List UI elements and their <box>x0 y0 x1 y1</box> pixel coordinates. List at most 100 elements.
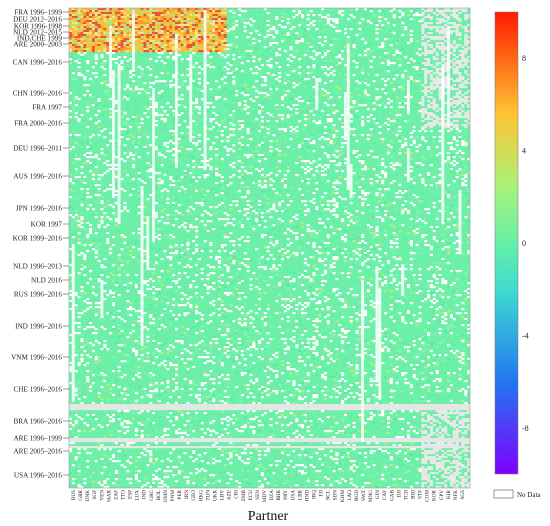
heatmap-cell <box>215 22 219 25</box>
heatmap-cell <box>126 24 130 27</box>
heatmap-cell <box>89 24 93 27</box>
heatmap-cell <box>232 134 236 137</box>
heatmap-cell <box>163 8 167 11</box>
heatmap-cell <box>163 36 167 39</box>
heatmap-cell <box>429 86 433 89</box>
heatmap-cell <box>378 62 382 65</box>
heatmap-cell <box>335 106 339 109</box>
heatmap-cell <box>378 28 382 31</box>
heatmap-cell <box>243 214 247 217</box>
heatmap-cell <box>160 216 164 219</box>
heatmap-cell <box>458 86 462 89</box>
heatmap-cell <box>149 8 153 11</box>
heatmap-cell <box>315 130 319 133</box>
heatmap-cell <box>180 224 184 227</box>
heatmap-cell <box>455 94 459 97</box>
heatmap-cell <box>283 14 287 17</box>
heatmap-cell <box>361 168 365 171</box>
heatmap-cell <box>306 72 310 75</box>
heatmap-cell <box>212 190 216 193</box>
heatmap-cell <box>409 146 413 149</box>
heatmap-cell <box>289 200 293 203</box>
heatmap-cell <box>172 114 176 117</box>
heatmap-cell <box>246 200 250 203</box>
heatmap-cell <box>232 144 236 147</box>
heatmap-cell <box>381 10 385 13</box>
heatmap-cell <box>200 16 204 19</box>
heatmap-cell <box>301 244 305 247</box>
heatmap-cell <box>226 24 230 27</box>
heatmap-cell <box>106 238 110 241</box>
heatmap-cell <box>97 84 101 87</box>
heatmap-cell <box>326 166 330 169</box>
heatmap-cell <box>252 56 256 59</box>
heatmap-cell <box>223 140 227 143</box>
heatmap-cell <box>206 52 210 55</box>
heatmap-cell <box>80 244 84 247</box>
heatmap-cell <box>83 184 87 187</box>
heatmap-cell <box>154 40 158 43</box>
heatmap-cell <box>120 234 124 237</box>
heatmap-cell <box>152 34 156 37</box>
heatmap-cell <box>395 134 399 137</box>
heatmap-cell <box>174 8 179 11</box>
heatmap-cell <box>69 134 73 137</box>
heatmap-cell <box>209 8 213 11</box>
heatmap-cell <box>189 154 193 157</box>
heatmap-cell <box>97 14 101 17</box>
heatmap-cell <box>80 50 84 53</box>
heatmap-cell <box>172 30 176 33</box>
heatmap-cell <box>80 174 84 177</box>
heatmap-cell <box>429 164 433 167</box>
heatmap-cell <box>252 222 256 225</box>
heatmap-cell <box>455 16 459 19</box>
heatmap-cell <box>260 76 264 79</box>
heatmap-cell <box>323 138 327 141</box>
heatmap-cell <box>358 28 362 31</box>
heatmap-cell <box>280 20 285 23</box>
heatmap-cell <box>169 18 173 21</box>
heatmap-cell <box>323 246 327 249</box>
heatmap-cell <box>452 124 456 127</box>
heatmap-cell <box>447 186 451 189</box>
heatmap-cell <box>86 60 90 63</box>
heatmap-cell <box>343 210 348 213</box>
heatmap-cell <box>86 38 90 41</box>
heatmap-cell <box>129 46 133 49</box>
heatmap-cell <box>120 24 124 27</box>
heatmap-cell <box>77 44 81 47</box>
heatmap-cell <box>343 78 348 81</box>
heatmap-cell <box>258 208 262 211</box>
heatmap-cell <box>229 134 233 137</box>
heatmap-cell <box>386 158 390 161</box>
heatmap-cell <box>418 48 422 51</box>
heatmap-cell <box>458 100 462 103</box>
heatmap-cell <box>215 98 219 101</box>
heatmap-cell <box>89 34 93 37</box>
heatmap-cell <box>326 208 330 211</box>
heatmap-cell <box>295 42 299 45</box>
heatmap-cell <box>258 158 262 161</box>
heatmap-cell <box>384 18 388 21</box>
heatmap-cell <box>209 12 213 15</box>
heatmap-cell <box>146 38 150 41</box>
heatmap-cell <box>358 152 362 155</box>
heatmap-cell <box>77 232 81 235</box>
heatmap-cell <box>89 30 93 33</box>
heatmap-cell <box>103 14 107 17</box>
heatmap-cell <box>412 194 416 197</box>
heatmap-cell <box>160 116 164 119</box>
heatmap-cell <box>237 170 242 173</box>
heatmap-cell <box>452 22 456 25</box>
heatmap-cell <box>97 248 101 251</box>
heatmap-cell <box>335 86 339 89</box>
heatmap-cell <box>266 48 270 51</box>
heatmap-cell <box>209 50 213 53</box>
heatmap-cell <box>378 176 382 179</box>
heatmap-cell <box>361 236 365 239</box>
heatmap-cell <box>189 42 193 45</box>
heatmap-cell <box>332 200 336 203</box>
heatmap-cell <box>172 196 176 199</box>
heatmap-cell <box>237 150 242 153</box>
heatmap-cell <box>237 220 242 223</box>
